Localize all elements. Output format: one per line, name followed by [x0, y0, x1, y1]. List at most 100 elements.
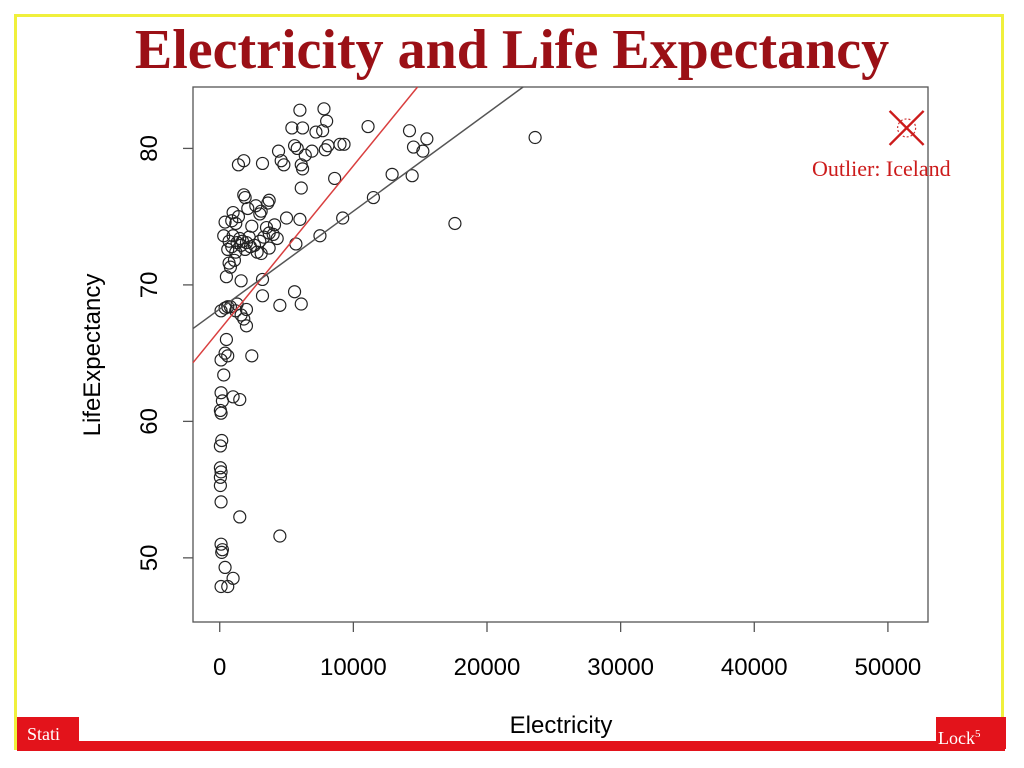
data-point	[213, 461, 227, 475]
data-point	[213, 439, 227, 453]
data-point	[366, 190, 381, 205]
data-point	[234, 238, 248, 252]
data-point	[295, 162, 310, 176]
data-point	[234, 308, 248, 322]
data-point	[218, 346, 232, 360]
data-point	[214, 465, 228, 479]
data-point	[234, 274, 248, 288]
data-point	[406, 140, 421, 154]
x-tick-label: 20000	[454, 654, 521, 681]
data-point	[255, 272, 270, 287]
data-point	[215, 545, 229, 559]
data-point	[448, 216, 462, 231]
data-point	[402, 124, 417, 138]
data-point	[241, 201, 255, 216]
data-point	[320, 114, 334, 128]
outlier-point	[897, 118, 917, 138]
data-point	[237, 312, 251, 326]
x-tick-label: 40000	[721, 654, 788, 681]
data-point	[221, 579, 235, 594]
data-point	[245, 349, 259, 363]
data-point	[218, 215, 232, 229]
data-point	[233, 231, 247, 246]
data-point	[239, 319, 254, 333]
data-point	[233, 392, 247, 407]
footer-bar	[17, 741, 1005, 751]
data-point	[254, 204, 268, 218]
data-point	[214, 304, 228, 318]
data-point	[223, 260, 238, 274]
data-point	[321, 139, 335, 153]
data-point	[237, 154, 251, 168]
data-point	[261, 196, 275, 210]
y-tick-label: 60	[136, 408, 163, 435]
data-point	[214, 537, 228, 551]
data-point	[309, 125, 323, 139]
data-point	[218, 560, 232, 575]
data-point	[305, 144, 319, 158]
data-point	[287, 285, 302, 299]
data-point	[214, 386, 228, 400]
data-point	[289, 237, 303, 251]
data-point	[219, 332, 234, 347]
slide-title: Electricity and Life Expectancy	[134, 19, 890, 81]
data-point	[231, 210, 246, 224]
data-point	[233, 510, 247, 524]
data-point	[290, 141, 304, 156]
data-point	[333, 137, 347, 151]
data-point	[328, 171, 342, 186]
data-point	[294, 181, 308, 195]
data-point	[293, 212, 307, 226]
data-point	[293, 103, 307, 117]
data-point	[221, 242, 235, 257]
plot-frame	[192, 86, 929, 623]
data-point	[217, 368, 231, 382]
data-point	[245, 219, 259, 233]
data-point	[213, 470, 227, 484]
x-axis-title: Electricity	[510, 712, 613, 739]
x-tick-label: 10000	[320, 654, 387, 681]
data-point	[337, 137, 351, 151]
data-point	[361, 119, 375, 134]
data-point	[528, 130, 542, 145]
data-point	[221, 349, 235, 363]
data-point	[271, 144, 286, 158]
data-point	[317, 102, 331, 116]
data-point	[385, 167, 399, 181]
data-point	[214, 406, 228, 420]
data-point	[277, 158, 291, 172]
x-tick-label: 50000	[855, 654, 922, 681]
y-tick-label: 70	[136, 272, 163, 299]
data-point	[270, 231, 284, 246]
data-point	[262, 193, 276, 207]
data-point	[279, 211, 294, 225]
footer-right-superscript: 5	[974, 728, 981, 740]
data-point	[231, 158, 246, 172]
data-point	[225, 214, 239, 228]
data-point	[227, 253, 242, 267]
footer-right-text: Lock	[938, 728, 975, 748]
data-point	[318, 143, 332, 157]
data-point	[298, 148, 312, 162]
data-point	[294, 297, 308, 311]
data-point	[219, 270, 234, 284]
data-point	[255, 289, 270, 303]
data-point	[274, 154, 288, 168]
data-point	[405, 169, 419, 183]
data-point	[336, 211, 350, 225]
data-point	[214, 579, 228, 594]
y-axis-title: LifeExpectancy	[79, 274, 106, 437]
data-point	[213, 478, 227, 493]
data-point	[255, 156, 270, 171]
y-tick-label: 50	[136, 545, 163, 572]
regression-line-red	[192, 86, 419, 364]
outlier-annotation: Outlier: Iceland	[812, 156, 951, 181]
data-point	[273, 298, 287, 312]
data-point	[420, 132, 434, 146]
regression-line-gray	[192, 86, 524, 330]
y-tick-label: 80	[136, 135, 163, 162]
data-point	[229, 216, 243, 231]
data-point	[215, 433, 229, 448]
footer-left-tab: Stati	[17, 717, 79, 749]
data-point	[313, 229, 327, 243]
